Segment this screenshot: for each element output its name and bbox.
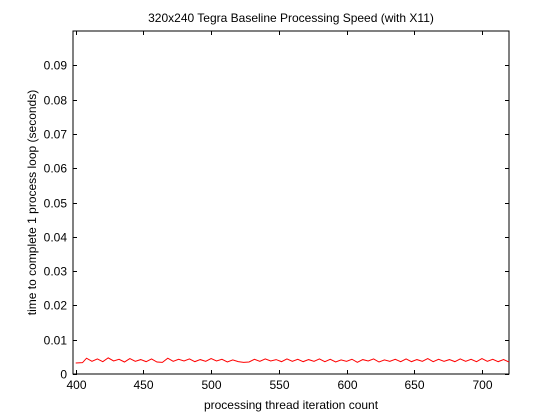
y-tick-label: 0.06 <box>44 162 68 176</box>
y-tick-label: 0.04 <box>44 231 68 245</box>
series-layer <box>75 357 510 364</box>
y-tick-label: 0 <box>60 368 67 382</box>
y-tick-label: 0.07 <box>44 128 68 142</box>
chart-title: 320x240 Tegra Baseline Processing Speed … <box>148 11 434 25</box>
axes-box <box>72 30 510 375</box>
y-axis-ticks: 0 0.01 0.02 0.03 0.04 0.05 0.06 0.07 0.08 0.09 <box>44 59 509 382</box>
x-axis-ticks: 400 450 500 550 600 650 700 <box>66 31 493 392</box>
y-axis-label: time to complete 1 process loop (seconds… <box>25 90 39 315</box>
y-tick-label: 0.08 <box>44 94 68 108</box>
x-tick-label: 550 <box>269 378 289 392</box>
plot-frame <box>72 30 510 375</box>
x-tick-label: 400 <box>66 378 86 392</box>
x-tick-label: 700 <box>472 378 492 392</box>
x-tick-label: 450 <box>133 378 153 392</box>
y-tick-label: 0.05 <box>44 197 68 211</box>
y-tick-label: 0.09 <box>44 59 68 73</box>
series-line <box>75 357 510 364</box>
y-tick-label: 0.03 <box>44 265 68 279</box>
y-tick-label: 0.01 <box>44 334 68 348</box>
x-tick-label: 600 <box>337 378 357 392</box>
y-tick-label: 0.02 <box>44 299 68 313</box>
x-tick-label: 650 <box>404 378 424 392</box>
x-tick-label: 500 <box>201 378 221 392</box>
x-axis-label: processing thread iteration count <box>204 398 379 412</box>
